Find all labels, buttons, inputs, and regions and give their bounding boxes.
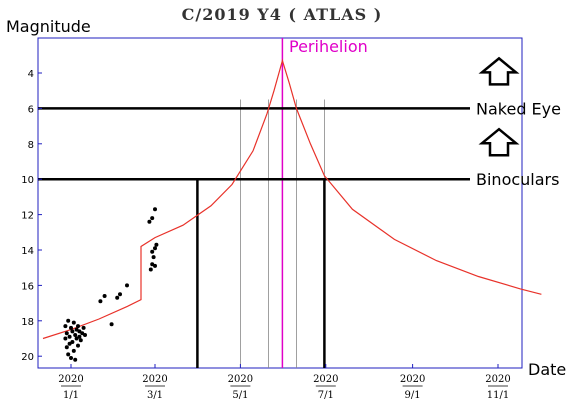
y-tick-label: 8 bbox=[28, 140, 34, 151]
y-axis-ticks: 4 6 8 10 12 14 16 18 20 bbox=[21, 69, 42, 363]
x-axis-ticks: 2020 1/1 2020 3/1 2020 5/1 2020 7/1 2020 9/1 2020 1… bbox=[58, 364, 511, 401]
y-tick-label: 20 bbox=[21, 352, 34, 363]
up-arrow-icon bbox=[478, 127, 520, 157]
observation-point bbox=[63, 336, 68, 341]
x-tick-date: 1/1 bbox=[63, 390, 79, 401]
observation-point bbox=[63, 324, 68, 329]
observation-point bbox=[154, 242, 159, 247]
observation-point bbox=[69, 356, 73, 360]
observation-point bbox=[109, 322, 114, 327]
threshold-lines bbox=[38, 107, 470, 368]
observation-point bbox=[118, 292, 122, 297]
observation-point bbox=[64, 345, 69, 350]
threshold-label: Binoculars bbox=[476, 170, 559, 189]
x-tick-date: 9/1 bbox=[405, 390, 421, 401]
observation-point bbox=[66, 352, 71, 357]
x-tick-year: 2020 bbox=[485, 374, 510, 385]
observation-point bbox=[98, 299, 103, 304]
prediction-line bbox=[42, 58, 542, 340]
observation-point bbox=[81, 325, 86, 330]
observation-point bbox=[66, 318, 71, 323]
observation-point bbox=[73, 357, 78, 362]
observation-point bbox=[70, 329, 75, 334]
observation-point bbox=[76, 324, 80, 329]
up-arrow-icon bbox=[478, 56, 520, 86]
y-axis-label: Magnitude bbox=[6, 17, 91, 36]
observation-point bbox=[64, 331, 69, 336]
threshold-labels: Naked Eye Binoculars bbox=[476, 56, 561, 189]
observation-point bbox=[77, 334, 82, 339]
x-tick-date: 5/1 bbox=[232, 390, 248, 401]
x-tick-year: 2020 bbox=[142, 374, 167, 385]
x-tick-year: 2020 bbox=[58, 374, 83, 385]
observation-point bbox=[125, 283, 129, 288]
observation-point bbox=[153, 246, 157, 251]
observation-point bbox=[115, 295, 120, 300]
observation-points bbox=[63, 207, 159, 362]
x-axis-label: Date bbox=[528, 360, 566, 379]
x-tick-year: 2020 bbox=[228, 374, 253, 385]
observation-point bbox=[151, 255, 156, 260]
observation-point bbox=[67, 334, 72, 339]
prediction-curve bbox=[42, 58, 542, 340]
x-tick-year: 2020 bbox=[313, 374, 338, 385]
observation-point bbox=[76, 343, 80, 348]
observation-point bbox=[102, 294, 107, 298]
plot-frame bbox=[37, 37, 523, 369]
plot-area bbox=[37, 37, 523, 369]
observation-point bbox=[153, 263, 157, 268]
x-tick-date: 7/1 bbox=[318, 390, 334, 401]
observation-point bbox=[147, 219, 152, 224]
observation-point bbox=[78, 338, 83, 343]
observation-point bbox=[83, 333, 87, 337]
observation-point bbox=[69, 325, 73, 330]
observation-point bbox=[150, 216, 155, 221]
y-tick-label: 4 bbox=[28, 69, 34, 80]
observation-point bbox=[71, 348, 76, 353]
x-tick-date: 3/1 bbox=[147, 390, 163, 401]
threshold-label: Naked Eye bbox=[476, 99, 561, 118]
perihelion-label: Perihelion bbox=[289, 37, 368, 56]
observation-point bbox=[73, 333, 78, 337]
observation-point bbox=[148, 267, 153, 272]
y-tick-label: 10 bbox=[21, 175, 34, 186]
y-tick-label: 6 bbox=[28, 104, 34, 115]
y-tick-label: 12 bbox=[21, 211, 34, 222]
observation-point bbox=[150, 249, 155, 254]
observation-point bbox=[71, 320, 76, 325]
y-tick-label: 14 bbox=[21, 246, 34, 257]
y-tick-label: 18 bbox=[21, 317, 34, 328]
perihelion-marker-lines bbox=[239, 38, 325, 368]
x-tick-year: 2020 bbox=[400, 374, 425, 385]
observation-point bbox=[153, 207, 157, 212]
observation-point bbox=[70, 340, 75, 344]
chart-title: C/2019 Y4 ( ATLAS ) bbox=[182, 5, 383, 24]
y-tick-label: 16 bbox=[21, 281, 34, 292]
x-tick-date: 11/1 bbox=[487, 390, 509, 401]
